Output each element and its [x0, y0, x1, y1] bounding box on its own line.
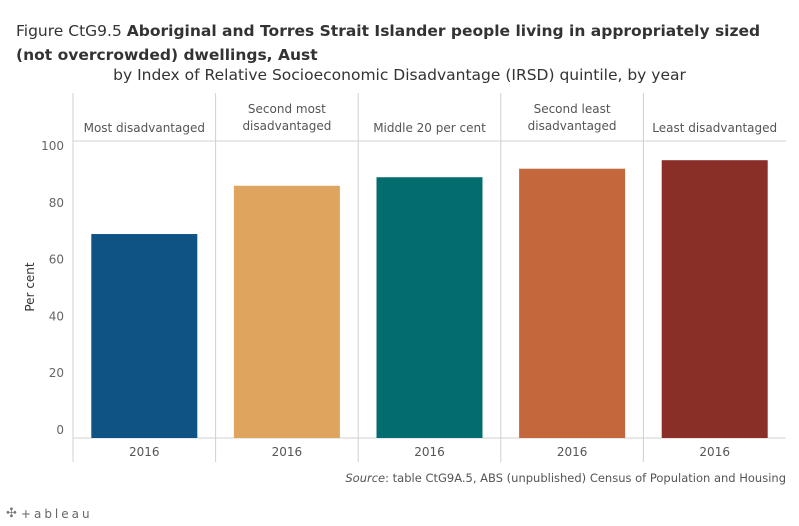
y-tick-label: 0	[56, 423, 64, 437]
bar	[661, 160, 768, 438]
panel-header-label: Least disadvantaged	[652, 121, 777, 135]
x-tick-label: 2016	[272, 445, 303, 459]
bar	[91, 234, 198, 438]
source-label: Source	[345, 471, 386, 485]
panel-header-label: Middle 20 per cent	[373, 121, 486, 135]
panel-header-label: disadvantaged	[528, 119, 617, 133]
tableau-plus-icon: ✣	[6, 506, 17, 521]
bar	[519, 168, 626, 438]
tableau-logo[interactable]: ✣ +ableau	[6, 506, 93, 521]
y-tick-label: 40	[49, 309, 64, 323]
panel-header-label: Second least	[534, 102, 611, 116]
figure-number: Figure CtG9.5	[16, 22, 127, 40]
y-tick-label: 80	[49, 196, 64, 210]
y-tick-label: 60	[49, 253, 64, 267]
bar	[376, 177, 483, 439]
y-axis-label: Per cent	[23, 262, 37, 312]
x-tick-label: 2016	[129, 445, 160, 459]
source-note: Source: table CtG9A.5, ABS (unpublished)…	[345, 471, 786, 485]
chart-subtitle: by Index of Relative Socioeconomic Disad…	[113, 66, 686, 84]
panel-header-label: Most disadvantaged	[84, 121, 205, 135]
figure-title: Aboriginal and Torres Strait Islander pe…	[16, 22, 761, 64]
y-tick-label: 100	[41, 139, 64, 153]
tableau-logo-text: +ableau	[20, 506, 93, 521]
x-tick-label: 2016	[699, 445, 730, 459]
x-tick-label: 2016	[557, 445, 588, 459]
bar	[233, 185, 340, 438]
y-tick-label: 20	[49, 366, 64, 380]
panel-header-label: disadvantaged	[242, 119, 331, 133]
source-text: : table CtG9A.5, ABS (unpublished) Censu…	[385, 471, 786, 485]
x-tick-label: 2016	[414, 445, 445, 459]
panel-header-label: Second most	[248, 102, 326, 116]
chart-title: Figure CtG9.5 Aboriginal and Torres Stra…	[16, 19, 786, 67]
